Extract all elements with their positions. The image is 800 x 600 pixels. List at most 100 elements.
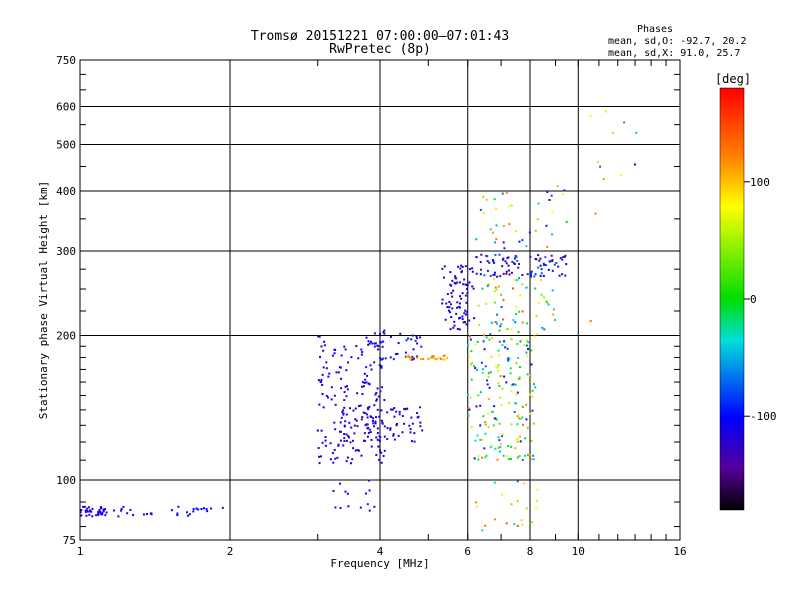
data-point	[492, 260, 495, 263]
data-point	[351, 439, 354, 442]
data-point	[493, 481, 496, 484]
data-point	[322, 366, 325, 369]
data-point	[349, 441, 352, 444]
data-point	[471, 285, 474, 288]
data-point	[503, 247, 506, 250]
data-point	[343, 399, 346, 402]
data-point	[495, 418, 498, 421]
data-point	[516, 391, 519, 394]
data-point	[552, 308, 555, 311]
data-point	[561, 273, 564, 276]
data-point	[488, 398, 491, 401]
data-point	[494, 271, 497, 274]
data-point	[523, 344, 526, 347]
data-point	[176, 512, 179, 515]
data-point	[176, 514, 179, 517]
data-point	[516, 342, 519, 345]
data-point	[551, 210, 554, 213]
data-point	[516, 456, 519, 459]
data-point	[206, 510, 209, 513]
data-point	[532, 458, 535, 461]
data-point	[516, 437, 519, 440]
data-point	[481, 438, 484, 441]
data-point	[323, 344, 326, 347]
data-point	[320, 345, 323, 348]
data-point	[528, 231, 531, 234]
data-point	[505, 272, 508, 275]
data-point	[337, 371, 340, 374]
data-point	[509, 372, 512, 375]
data-point	[345, 369, 348, 372]
data-point	[513, 278, 516, 281]
data-point	[492, 259, 495, 262]
data-point	[468, 281, 471, 284]
data-point	[378, 449, 381, 452]
data-point	[361, 351, 364, 354]
data-point	[518, 366, 521, 369]
data-point	[536, 488, 539, 491]
data-point	[89, 510, 92, 513]
data-point	[323, 340, 326, 343]
data-point	[360, 454, 363, 457]
data-point	[498, 340, 501, 343]
colorbar-tick-label: 0	[750, 293, 757, 306]
data-point	[475, 272, 478, 275]
data-point	[343, 345, 346, 348]
y-axis-label: Stationary phase Virtual Height [km]	[37, 181, 50, 419]
data-point	[411, 422, 414, 425]
data-point	[542, 274, 545, 277]
data-point	[99, 511, 102, 514]
data-point	[477, 394, 480, 397]
data-point	[512, 319, 515, 322]
data-point	[412, 348, 415, 351]
data-point	[449, 303, 452, 306]
data-point	[540, 268, 543, 271]
data-point	[494, 286, 497, 289]
data-point	[366, 435, 369, 438]
data-point	[554, 319, 557, 322]
data-point	[502, 454, 505, 457]
data-point	[479, 424, 482, 427]
data-point	[563, 189, 566, 192]
y-tick-label: 500	[56, 139, 76, 152]
data-point	[210, 507, 213, 510]
data-point	[508, 273, 511, 276]
data-point	[552, 313, 555, 316]
data-point	[525, 245, 528, 248]
data-point	[515, 305, 518, 308]
data-point	[343, 406, 346, 409]
data-point	[497, 436, 500, 439]
data-point	[366, 374, 369, 377]
data-point	[512, 262, 515, 265]
data-point	[543, 263, 546, 266]
data-point	[342, 409, 345, 412]
data-point	[456, 281, 459, 284]
data-point	[457, 265, 460, 268]
data-point	[446, 293, 449, 296]
data-point	[327, 375, 330, 378]
data-point	[395, 424, 398, 427]
data-point	[99, 506, 102, 509]
data-point	[546, 191, 549, 194]
data-point	[83, 505, 86, 508]
data-point	[456, 327, 459, 330]
data-point	[510, 204, 513, 207]
data-point	[502, 224, 505, 227]
data-point	[366, 406, 369, 409]
data-point	[321, 393, 324, 396]
data-point	[192, 508, 195, 511]
x-tick-labels: 1 2 4 6 8 10 16	[77, 545, 687, 558]
data-point	[500, 404, 503, 407]
data-point	[378, 458, 381, 461]
data-point	[467, 393, 470, 396]
data-point	[549, 260, 552, 263]
data-point	[545, 300, 548, 303]
data-point	[321, 373, 324, 376]
data-point	[486, 269, 489, 272]
data-point	[488, 338, 491, 341]
data-point	[506, 454, 509, 457]
data-point	[471, 270, 474, 273]
data-point	[484, 421, 487, 424]
data-point	[455, 312, 458, 315]
data-point	[342, 444, 345, 447]
